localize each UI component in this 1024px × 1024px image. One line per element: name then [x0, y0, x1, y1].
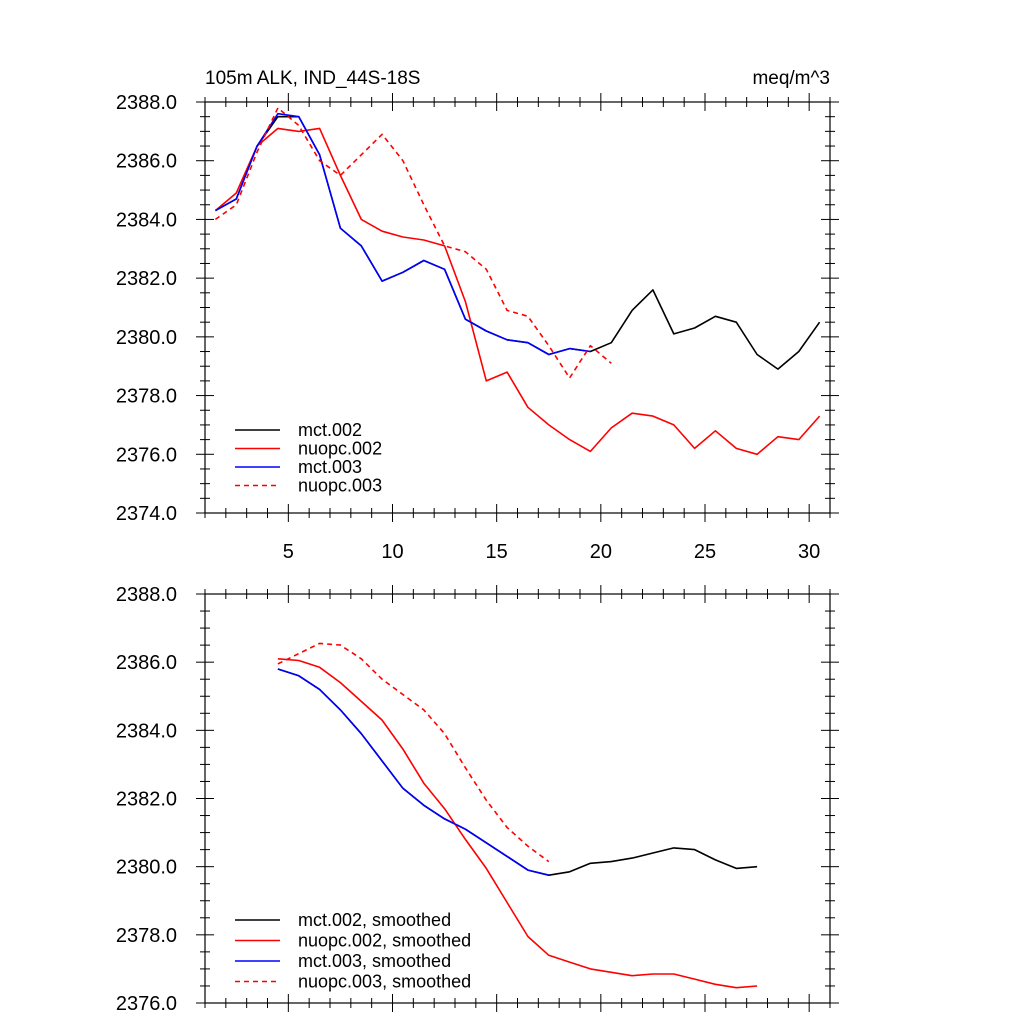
x-tick-label: 20 — [590, 541, 612, 563]
series-line-mct-003 — [215, 112, 591, 356]
y-tick-label: 2386.0 — [116, 652, 177, 674]
bottom-panel: 2376.0 2378.0 2380.0 2382.0 2384.0 2386.0 2388… — [116, 584, 839, 1015]
y-tick-label: 2384.0 — [116, 720, 177, 742]
series-line-mct-002 — [215, 115, 821, 370]
x-tick-label: 25 — [694, 541, 716, 563]
y-tick-label: 2386.0 — [116, 151, 177, 173]
y-tick-label: 2382.0 — [116, 789, 177, 811]
series-line-nuopc-002 — [214, 127, 821, 456]
legend-label: mct.003 — [298, 457, 362, 477]
chart-title: 105m ALK, IND_44S-18S — [205, 68, 420, 89]
y-tick-label: 2388.0 — [116, 92, 177, 114]
y-tick-label: 2380.0 — [116, 857, 177, 879]
legend-label: nuopc.002, smoothed — [298, 931, 471, 951]
legend-label: mct.002, smoothed — [298, 910, 451, 930]
legend-label: mct.003, smoothed — [298, 951, 451, 971]
y-tick-label: 2374.0 — [116, 503, 177, 525]
y-tick-label: 2378.0 — [116, 386, 177, 408]
series-line-mct-003-smoothed — [277, 668, 549, 876]
legend-label: nuopc.002 — [298, 439, 382, 459]
y-tick-label: 2380.0 — [116, 327, 177, 349]
y-tick-label: 2384.0 — [116, 209, 177, 231]
x-tick-label: 5 — [283, 541, 294, 563]
top-panel: 2374.0 2376.0 2378.0 2380.0 2382.0 2384.0 2386… — [116, 68, 839, 563]
series-line-nuopc-003-smoothed — [277, 642, 550, 863]
series-line-mct-002-smoothed — [277, 668, 758, 877]
x-tick-label: 15 — [486, 541, 508, 563]
y-tick-label: 2388.0 — [116, 584, 177, 606]
y-tick-label: 2382.0 — [116, 268, 177, 290]
series-line-nuopc-002-smoothed — [277, 658, 758, 989]
units-label: meq/m^3 — [752, 68, 830, 89]
y-tick-label: 2378.0 — [116, 925, 177, 947]
legend-label: nuopc.003, smoothed — [298, 972, 471, 992]
series-line-nuopc-003 — [214, 107, 612, 379]
legend-label: nuopc.003 — [298, 476, 382, 496]
x-tick-label: 10 — [381, 541, 403, 563]
legend-label: mct.002 — [298, 420, 362, 440]
x-tick-label: 30 — [798, 541, 820, 563]
y-tick-label: 2376.0 — [116, 444, 177, 466]
y-tick-label: 2376.0 — [116, 993, 177, 1015]
